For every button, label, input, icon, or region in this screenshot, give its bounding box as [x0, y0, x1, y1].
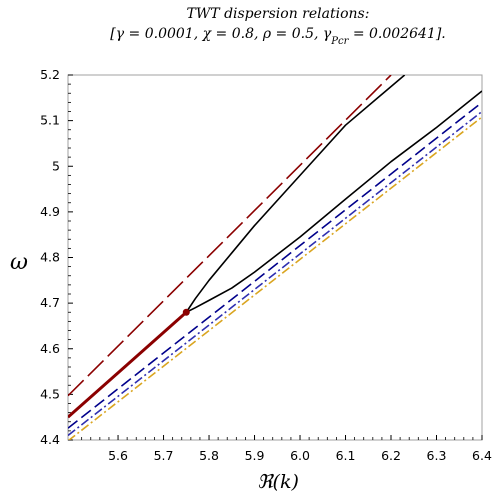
y-tick-label: 4.8 [40, 250, 60, 265]
x-tick-label: 6.3 [427, 448, 447, 463]
series-layer [68, 75, 482, 440]
series-line-1 [68, 75, 392, 397]
x-tick-label: 6.2 [381, 448, 401, 463]
x-tick-label: 5.6 [108, 448, 128, 463]
x-tick-label: 6.0 [290, 448, 310, 463]
x-tick-label: 5.7 [154, 448, 174, 463]
y-tick-label: 4.7 [40, 295, 60, 310]
series-line-3 [185, 90, 482, 313]
series-line-2 [185, 75, 406, 313]
y-tick-label: 4.4 [40, 432, 60, 447]
x-tick-label: 5.8 [199, 448, 219, 463]
title-part: [γ = 0.0001, χ = 0.8, ρ = 0.5, γ [110, 26, 332, 42]
plot-frame [67, 74, 483, 441]
series-line-6 [68, 110, 482, 437]
series-line-5 [68, 101, 482, 429]
x-axis-label: ℜ(k) [257, 471, 299, 493]
title-part: = 0.002641]. [348, 26, 445, 42]
x-tick-label: 6.1 [336, 448, 356, 463]
y-axis-label: ω [10, 250, 28, 275]
y-tick-label: 5.1 [40, 113, 60, 128]
axes: 5.6 5.7 5.8 5.9 6.0 6.1 6.2 6.3 6.4 4.4 4.5 4.6 4.7 4… [40, 67, 492, 463]
y-tick-label: 4.9 [40, 204, 60, 219]
critical-point-marker [182, 308, 190, 316]
series-line-7 [68, 116, 482, 440]
chart-title-line2: [γ = 0.0001, χ = 0.8, ρ = 0.5, γPcr = 0.… [110, 26, 445, 47]
title-subscript: Pcr [330, 36, 349, 47]
x-tick-label: 5.9 [245, 448, 265, 463]
series-line-4 [68, 311, 188, 419]
y-tick-label: 4.5 [40, 386, 60, 401]
x-tick-label: 6.4 [472, 448, 492, 463]
chart-title-line1: TWT dispersion relations: [187, 6, 370, 22]
y-tick-label: 5 [52, 158, 60, 173]
y-tick-label: 5.2 [40, 67, 60, 82]
y-tick-label: 4.6 [40, 341, 60, 356]
